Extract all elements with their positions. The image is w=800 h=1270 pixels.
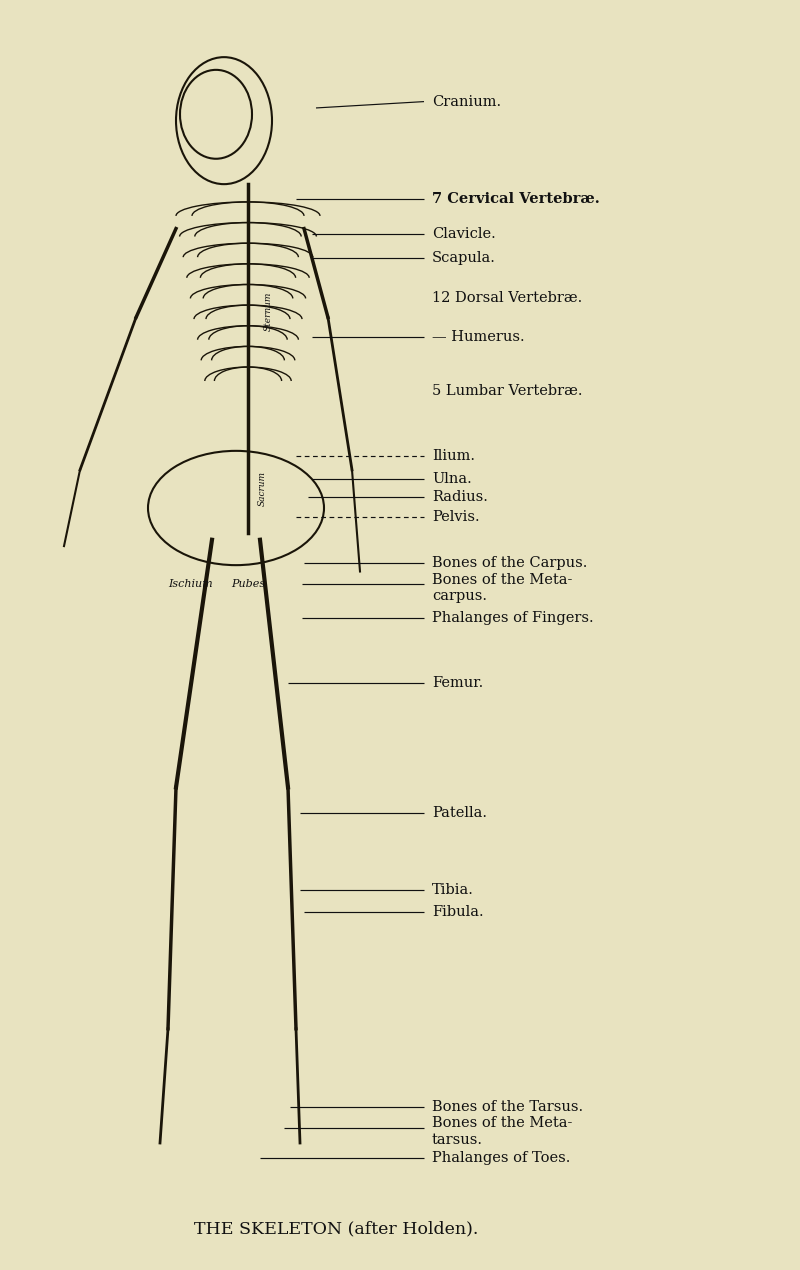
Text: Ischium: Ischium bbox=[168, 579, 213, 589]
Text: Fibula.: Fibula. bbox=[432, 904, 484, 919]
Text: Clavicle.: Clavicle. bbox=[432, 226, 496, 241]
Text: Radius.: Radius. bbox=[432, 489, 488, 504]
Text: — Humerus.: — Humerus. bbox=[432, 329, 525, 344]
Text: Cranium.: Cranium. bbox=[432, 94, 501, 109]
Text: Scapula.: Scapula. bbox=[432, 250, 496, 265]
Text: Pubes: Pubes bbox=[231, 579, 265, 589]
Text: 5 Lumbar Vertebræ.: 5 Lumbar Vertebræ. bbox=[432, 384, 582, 399]
Text: Ilium.: Ilium. bbox=[432, 448, 475, 464]
Text: Bones of the Tarsus.: Bones of the Tarsus. bbox=[432, 1100, 583, 1115]
Text: Bones of the Carpus.: Bones of the Carpus. bbox=[432, 555, 587, 570]
Text: Sternum: Sternum bbox=[263, 291, 273, 331]
Text: Ulna.: Ulna. bbox=[432, 471, 472, 486]
Text: Phalanges of Fingers.: Phalanges of Fingers. bbox=[432, 611, 594, 626]
Text: Femur.: Femur. bbox=[432, 676, 483, 691]
Text: Bones of the Meta-
tarsus.: Bones of the Meta- tarsus. bbox=[432, 1116, 572, 1147]
Text: Bones of the Meta-
carpus.: Bones of the Meta- carpus. bbox=[432, 573, 572, 603]
Text: Sacrum: Sacrum bbox=[258, 471, 267, 507]
Text: 7 Cervical Vertebræ.: 7 Cervical Vertebræ. bbox=[432, 192, 600, 207]
Text: Phalanges of Toes.: Phalanges of Toes. bbox=[432, 1151, 570, 1166]
Text: THE SKELETON (after Holden).: THE SKELETON (after Holden). bbox=[194, 1220, 478, 1238]
Text: Patella.: Patella. bbox=[432, 805, 487, 820]
Text: Pelvis.: Pelvis. bbox=[432, 509, 480, 525]
Text: Tibia.: Tibia. bbox=[432, 883, 474, 898]
Text: 12 Dorsal Vertebræ.: 12 Dorsal Vertebræ. bbox=[432, 291, 582, 306]
